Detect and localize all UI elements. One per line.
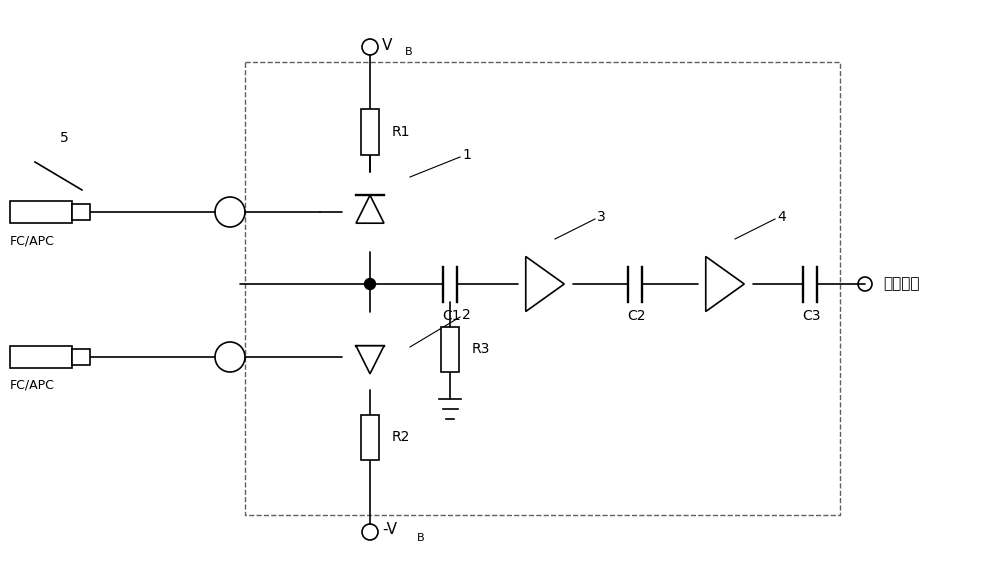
Text: 1: 1 [462, 148, 471, 162]
Text: R1: R1 [392, 125, 411, 139]
Bar [361, 109, 379, 154]
Polygon shape [356, 195, 384, 223]
Circle shape [364, 278, 376, 290]
Text: 3: 3 [597, 210, 606, 224]
Text: 5: 5 [60, 131, 69, 145]
Text: 2: 2 [462, 308, 471, 322]
Text: FC/APC: FC/APC [10, 234, 55, 247]
Text: C1: C1 [443, 309, 461, 323]
Polygon shape [706, 256, 744, 311]
Polygon shape [526, 256, 564, 311]
Bar [10, 201, 72, 223]
Text: FC/APC: FC/APC [10, 379, 55, 392]
Bar [72, 349, 90, 365]
Text: C3: C3 [803, 309, 821, 323]
Bar [10, 346, 72, 368]
Text: V: V [382, 37, 392, 53]
Text: 输出信号: 输出信号 [883, 277, 920, 291]
Bar [361, 414, 379, 459]
Text: C2: C2 [628, 309, 646, 323]
Text: B: B [417, 533, 425, 543]
Text: B: B [405, 47, 413, 57]
Text: -V: -V [382, 523, 397, 538]
Text: R2: R2 [392, 430, 410, 444]
Text: 4: 4 [777, 210, 786, 224]
Bar [441, 327, 459, 371]
Bar [72, 204, 90, 220]
Polygon shape [356, 346, 384, 374]
Text: R3: R3 [472, 342, 490, 356]
